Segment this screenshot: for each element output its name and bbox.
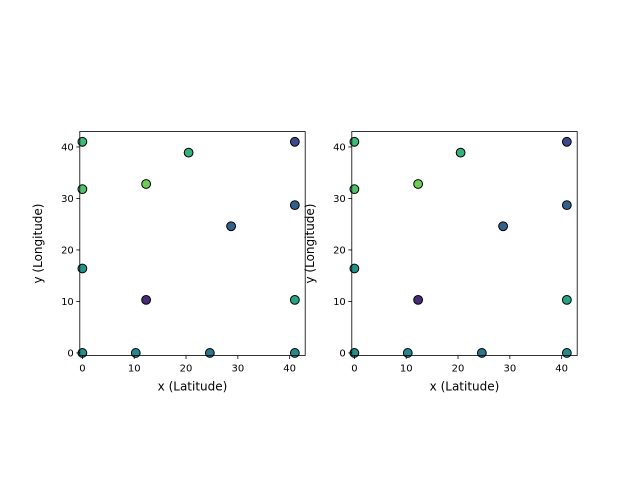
- y-tick-label: 10: [61, 297, 74, 308]
- y-tick-label: 40: [333, 143, 346, 154]
- x-tick-label: 20: [452, 364, 465, 375]
- y-tick-label: 10: [333, 297, 346, 308]
- sample-point: [349, 136, 360, 147]
- x-tick-label: 10: [400, 364, 413, 375]
- sample-point: [413, 294, 424, 305]
- right-x-axis-label: x (Latitude): [430, 380, 500, 394]
- left-axes-frame: [79, 131, 306, 356]
- sample-point: [561, 294, 572, 305]
- sample-point: [141, 294, 152, 305]
- sample-point: [204, 348, 215, 358]
- sample-point: [289, 136, 300, 147]
- sample-point: [402, 348, 413, 358]
- sample-point: [561, 136, 572, 147]
- x-tick-label: 0: [79, 364, 85, 375]
- sample-point: [77, 184, 88, 195]
- sample-point: [226, 221, 237, 232]
- sample-point: [349, 184, 360, 195]
- sample-point: [130, 348, 141, 358]
- right-y-axis-label: y (Longitude): [303, 204, 317, 284]
- sample-point: [141, 179, 152, 189]
- sample-point: [561, 348, 572, 358]
- x-tick-label: 30: [503, 364, 516, 375]
- y-tick-label: 0: [339, 349, 345, 360]
- x-tick-label: 40: [283, 364, 296, 375]
- left-y-axis-label: y (Longitude): [31, 204, 45, 284]
- x-tick-label: 30: [231, 364, 244, 375]
- sample-point: [289, 294, 300, 305]
- sample-point: [77, 136, 88, 147]
- sample-point: [289, 348, 300, 358]
- right-x-ticks: 0 10 20 30 40: [351, 355, 568, 375]
- right-axes-frame: [351, 131, 578, 356]
- y-tick-label: 20: [333, 246, 346, 257]
- left-heatmap-panel: 0 10 20 30 40 0 10 20 30 40 x (Latitude) y (Long…: [31, 131, 306, 394]
- sample-point: [77, 263, 88, 274]
- sample-point: [413, 179, 424, 189]
- x-tick-label: 0: [351, 364, 357, 375]
- y-tick-label: 30: [61, 194, 74, 205]
- left-y-ticks: 0 10 20 30 40: [61, 143, 80, 360]
- x-tick-label: 10: [128, 364, 141, 375]
- x-tick-label: 20: [180, 364, 193, 375]
- sample-point: [476, 348, 487, 358]
- sample-point: [498, 221, 509, 232]
- y-tick-label: 20: [61, 246, 74, 257]
- y-tick-label: 0: [67, 349, 73, 360]
- left-x-ticks: 0 10 20 30 40: [79, 355, 296, 375]
- y-tick-label: 30: [333, 194, 346, 205]
- sample-point: [183, 147, 194, 158]
- right-heatmap-panel: 0 10 20 30 40 0 10 20 30 40 x (Latitude) y (Long…: [303, 131, 578, 394]
- sample-point: [349, 263, 360, 274]
- left-sample-points: [77, 136, 300, 358]
- sample-point: [561, 200, 572, 211]
- left-x-axis-label: x (Latitude): [158, 380, 228, 394]
- right-y-ticks: 0 10 20 30 40: [333, 143, 352, 360]
- y-tick-label: 40: [61, 143, 74, 154]
- sample-point: [455, 147, 466, 158]
- x-tick-label: 40: [555, 364, 568, 375]
- sample-point: [289, 200, 300, 211]
